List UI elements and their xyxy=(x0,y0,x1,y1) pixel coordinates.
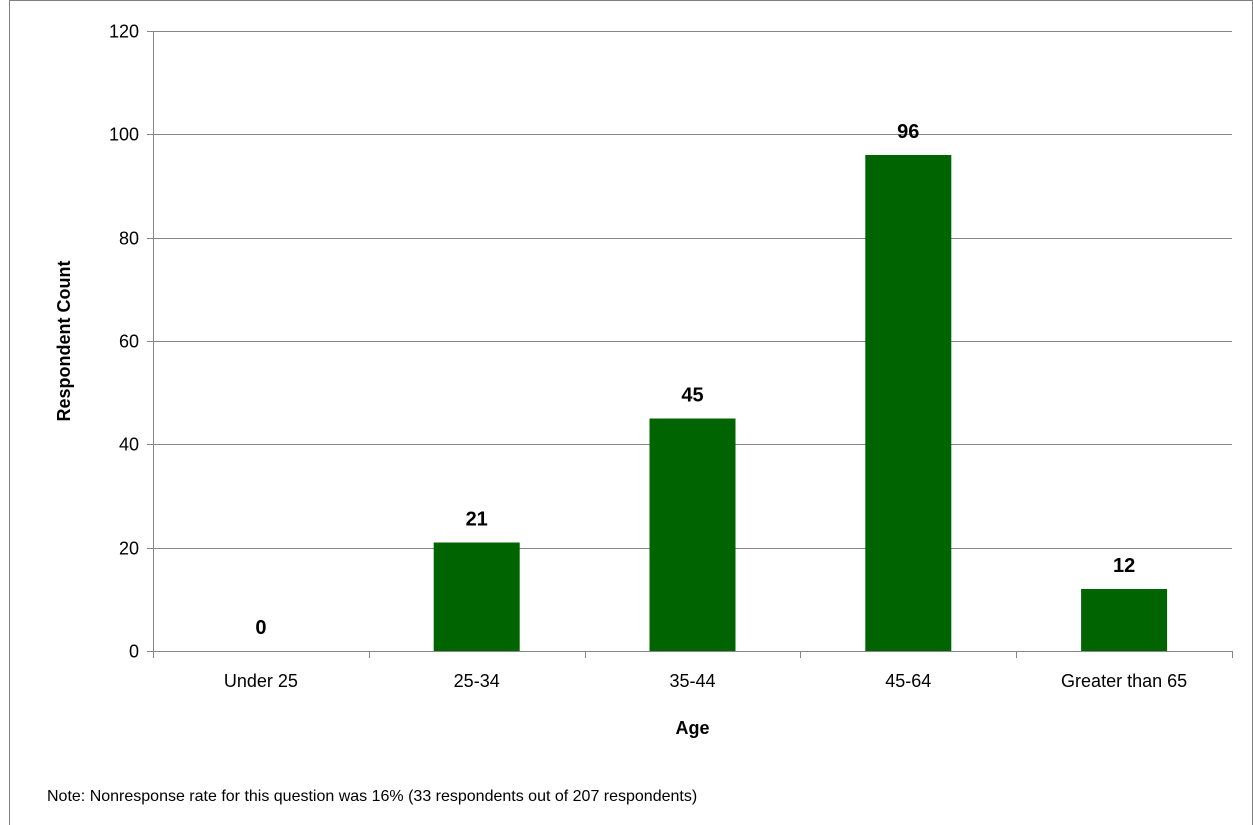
bar xyxy=(1081,589,1168,651)
y-tick-label: 60 xyxy=(119,332,139,352)
x-tick-label: 35-44 xyxy=(669,671,715,691)
y-tick-label: 80 xyxy=(119,229,139,249)
x-tick-labels: Under 25 25-34 35-44 45-64 Greater than 65 xyxy=(224,671,1187,691)
y-tick-label: 120 xyxy=(109,22,139,42)
data-label: 12 xyxy=(1113,555,1135,577)
data-label: 21 xyxy=(466,509,488,531)
bar xyxy=(649,418,736,651)
data-label: 45 xyxy=(681,385,703,407)
data-label: 0 xyxy=(255,617,266,639)
y-tick-label: 40 xyxy=(119,435,139,455)
y-axis-title: Respondent Count xyxy=(54,261,74,422)
x-tick-label: Under 25 xyxy=(224,671,298,691)
footnote: Note: Nonresponse rate for this question… xyxy=(47,788,698,805)
y-tick-label: 0 xyxy=(129,642,139,662)
y-tick-label: 100 xyxy=(109,125,139,145)
x-axis-title: Age xyxy=(675,718,709,738)
data-label: 96 xyxy=(897,121,919,143)
axes xyxy=(147,31,1233,658)
x-tick-label: 45-64 xyxy=(885,671,931,691)
bar xyxy=(433,542,520,651)
x-tick-label: 25-34 xyxy=(454,671,500,691)
bars xyxy=(433,155,1168,651)
bar xyxy=(865,155,952,651)
x-tick-label: Greater than 65 xyxy=(1061,671,1187,691)
data-labels: 0 21 45 96 12 xyxy=(255,121,1135,639)
y-tick-label: 20 xyxy=(119,539,139,559)
y-tick-labels: 0 20 40 60 80 100 120 xyxy=(109,22,139,662)
